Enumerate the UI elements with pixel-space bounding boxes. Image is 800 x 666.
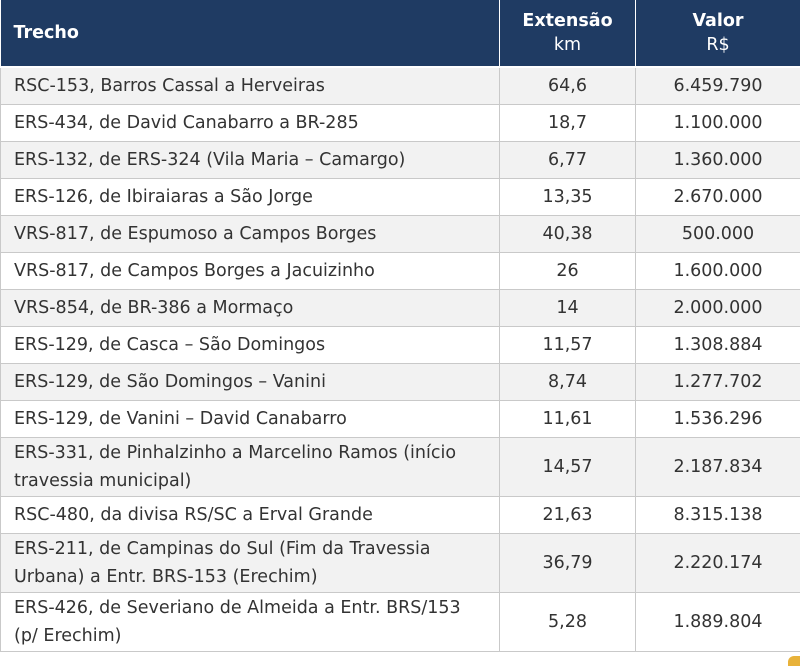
valor-cell: 1.277.702 — [635, 363, 800, 401]
extensao-cell: 64,6 — [499, 66, 636, 105]
trecho-cell: ERS-132, de ERS-324 (Vila Maria – Camarg… — [0, 141, 500, 179]
trecho-cell: RSC-480, da divisa RS/SC a Erval Grande — [0, 496, 500, 534]
extensao-cell: 11,61 — [499, 400, 636, 438]
extensao-cell: 13,35 — [499, 178, 636, 216]
trecho-cell: ERS-434, de David Canabarro a BR-285 — [0, 104, 500, 142]
roads-table: Trecho Extensão km Valor R$ RSC-153, Bar… — [0, 0, 800, 652]
table-row: ERS-129, de Casca – São Domingos 11,57 1… — [0, 326, 800, 364]
trecho-cell: ERS-129, de Casca – São Domingos — [0, 326, 500, 364]
extensao-cell: 8,74 — [499, 363, 636, 401]
trecho-cell: ERS-426, de Severiano de Almeida a Entr.… — [0, 592, 500, 652]
header-trecho: Trecho — [0, 0, 500, 67]
trecho-cell: VRS-817, de Campos Borges a Jacuizinho — [0, 252, 500, 290]
extensao-cell: 11,57 — [499, 326, 636, 364]
table-row: ERS-434, de David Canabarro a BR-285 18,… — [0, 104, 800, 142]
table-row: VRS-854, de BR-386 a Mormaço 14 2.000.00… — [0, 289, 800, 327]
extensao-cell: 14 — [499, 289, 636, 327]
header-valor-label: Valor — [692, 11, 744, 31]
valor-cell: 1.889.804 — [635, 592, 800, 652]
table-row: VRS-817, de Campos Borges a Jacuizinho 2… — [0, 252, 800, 290]
valor-cell: 1.100.000 — [635, 104, 800, 142]
extensao-cell: 40,38 — [499, 215, 636, 253]
extensao-cell: 36,79 — [499, 533, 636, 593]
trecho-cell: ERS-126, de Ibiraiaras a São Jorge — [0, 178, 500, 216]
valor-cell: 2.187.834 — [635, 437, 800, 497]
table-body: RSC-153, Barros Cassal a Herveiras 64,6 … — [0, 66, 800, 652]
trecho-cell: VRS-817, de Espumoso a Campos Borges — [0, 215, 500, 253]
valor-cell: 500.000 — [635, 215, 800, 253]
trecho-cell: RSC-153, Barros Cassal a Herveiras — [0, 66, 500, 105]
header-valor-unit: R$ — [706, 35, 730, 55]
header-valor: Valor R$ — [635, 0, 800, 67]
table-row: ERS-211, de Campinas do Sul (Fim da Trav… — [0, 533, 800, 593]
header-row: Trecho Extensão km Valor R$ — [0, 0, 800, 67]
extensao-cell: 14,57 — [499, 437, 636, 497]
valor-cell: 1.536.296 — [635, 400, 800, 438]
valor-cell: 1.308.884 — [635, 326, 800, 364]
table-row: ERS-129, de Vanini – David Canabarro 11,… — [0, 400, 800, 438]
extensao-cell: 21,63 — [499, 496, 636, 534]
trecho-cell: ERS-129, de Vanini – David Canabarro — [0, 400, 500, 438]
table-row: RSC-480, da divisa RS/SC a Erval Grande … — [0, 496, 800, 534]
valor-cell: 1.360.000 — [635, 141, 800, 179]
valor-cell: 8.315.138 — [635, 496, 800, 534]
valor-cell: 2.000.000 — [635, 289, 800, 327]
header-extensao-unit: km — [553, 35, 582, 55]
table-row: VRS-817, de Espumoso a Campos Borges 40,… — [0, 215, 800, 253]
extensao-cell: 26 — [499, 252, 636, 290]
table-row: RSC-153, Barros Cassal a Herveiras 64,6 … — [0, 66, 800, 105]
table-row: ERS-132, de ERS-324 (Vila Maria – Camarg… — [0, 141, 800, 179]
table-header: Trecho Extensão km Valor R$ — [0, 0, 800, 67]
extensao-cell: 5,28 — [499, 592, 636, 652]
trecho-cell: VRS-854, de BR-386 a Mormaço — [0, 289, 500, 327]
extensao-cell: 18,7 — [499, 104, 636, 142]
table-row: ERS-331, de Pinhalzinho a Marcelino Ramo… — [0, 437, 800, 497]
header-extensao: Extensão km — [499, 0, 636, 67]
valor-cell: 1.600.000 — [635, 252, 800, 290]
table-row: ERS-426, de Severiano de Almeida a Entr.… — [0, 592, 800, 652]
valor-cell: 2.220.174 — [635, 533, 800, 593]
table-row: ERS-129, de São Domingos – Vanini 8,74 1… — [0, 363, 800, 401]
extensao-cell: 6,77 — [499, 141, 636, 179]
valor-cell: 2.670.000 — [635, 178, 800, 216]
corner-badge-icon — [788, 656, 800, 666]
trecho-cell: ERS-331, de Pinhalzinho a Marcelino Ramo… — [0, 437, 500, 497]
trecho-cell: ERS-211, de Campinas do Sul (Fim da Trav… — [0, 533, 500, 593]
valor-cell: 6.459.790 — [635, 66, 800, 105]
table-row: ERS-126, de Ibiraiaras a São Jorge 13,35… — [0, 178, 800, 216]
header-extensao-label: Extensão — [522, 11, 613, 31]
trecho-cell: ERS-129, de São Domingos – Vanini — [0, 363, 500, 401]
